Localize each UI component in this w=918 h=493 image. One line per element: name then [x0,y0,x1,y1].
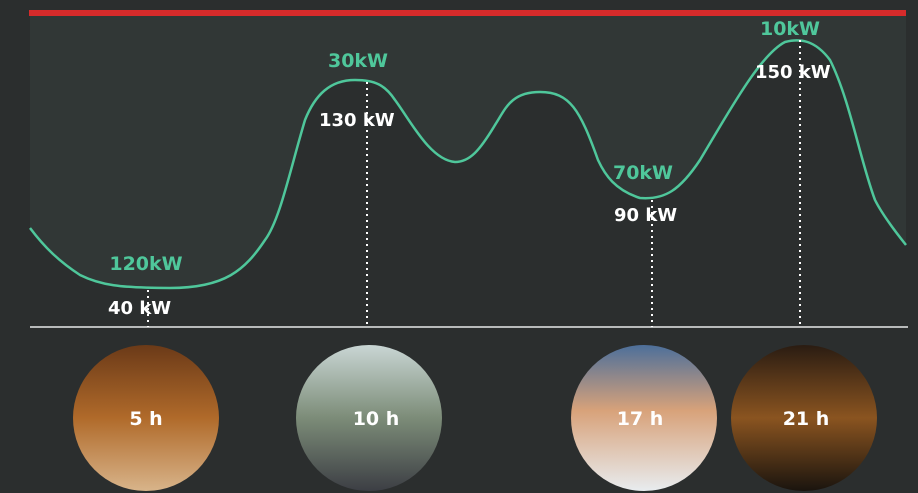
photo: 17 h [571,345,717,491]
peak-label: 70kW [613,162,673,184]
photo-circle [296,345,442,491]
marker: 120kW 40 kW [108,253,183,327]
top-bar [29,10,906,16]
hour-label: 21 h [783,408,830,430]
marker: 70kW 90 kW [613,162,677,327]
peak-label: 30kW [328,50,388,72]
hour-label: 10 h [353,408,400,430]
photo: 10 h [296,345,442,491]
photo: 21 h [731,345,877,491]
photo: 5 h [73,345,219,491]
hour-label: 5 h [129,408,162,430]
photo-circle [571,345,717,491]
upper-area [30,15,906,288]
value-label: 90 kW [614,205,677,226]
marker: 30kW 130 kW [319,50,395,327]
marker: 10kW 150 kW [755,18,831,327]
peak-label: 10kW [760,18,820,40]
peak-label: 120kW [109,253,182,275]
photo-circle [731,345,877,491]
photo-circle [73,345,219,491]
value-label: 130 kW [319,110,395,131]
hour-label: 17 h [617,408,664,430]
value-label: 150 kW [755,62,831,83]
value-label: 40 kW [108,298,171,319]
